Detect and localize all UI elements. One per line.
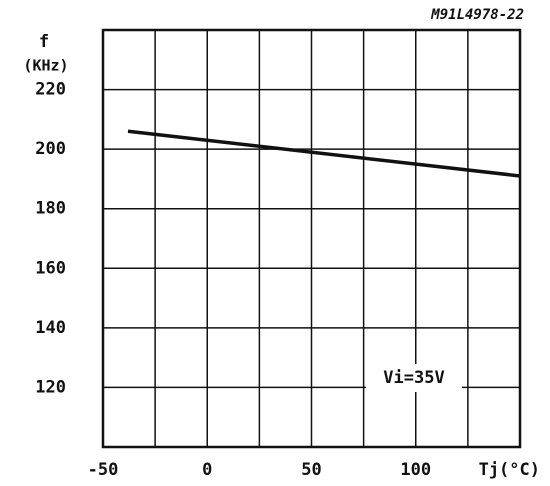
x-tick-label: 50 [301,460,321,480]
data-line [127,129,521,178]
annotation-bg [366,364,462,392]
x-axis-label: Tj(°C) [479,460,540,480]
x-tick-label: 0 [202,460,212,480]
y-axis-symbol: f [39,32,49,52]
y-axis-label: (KHz) [23,57,68,75]
plot-border [101,28,522,449]
y-tick-label: 200 [35,139,66,159]
x-tick-label: -50 [88,460,119,480]
y-tick-label: 220 [35,80,66,100]
y-tick-label: 160 [35,258,66,278]
annotation: Vi=35V [383,368,444,388]
x-tick-label: 100 [400,460,431,480]
y-tick-label: 180 [35,199,66,219]
y-tick-label: 140 [35,318,66,338]
chart-title: M91L4978-22 [430,7,524,23]
y-tick-label: 120 [35,377,66,397]
